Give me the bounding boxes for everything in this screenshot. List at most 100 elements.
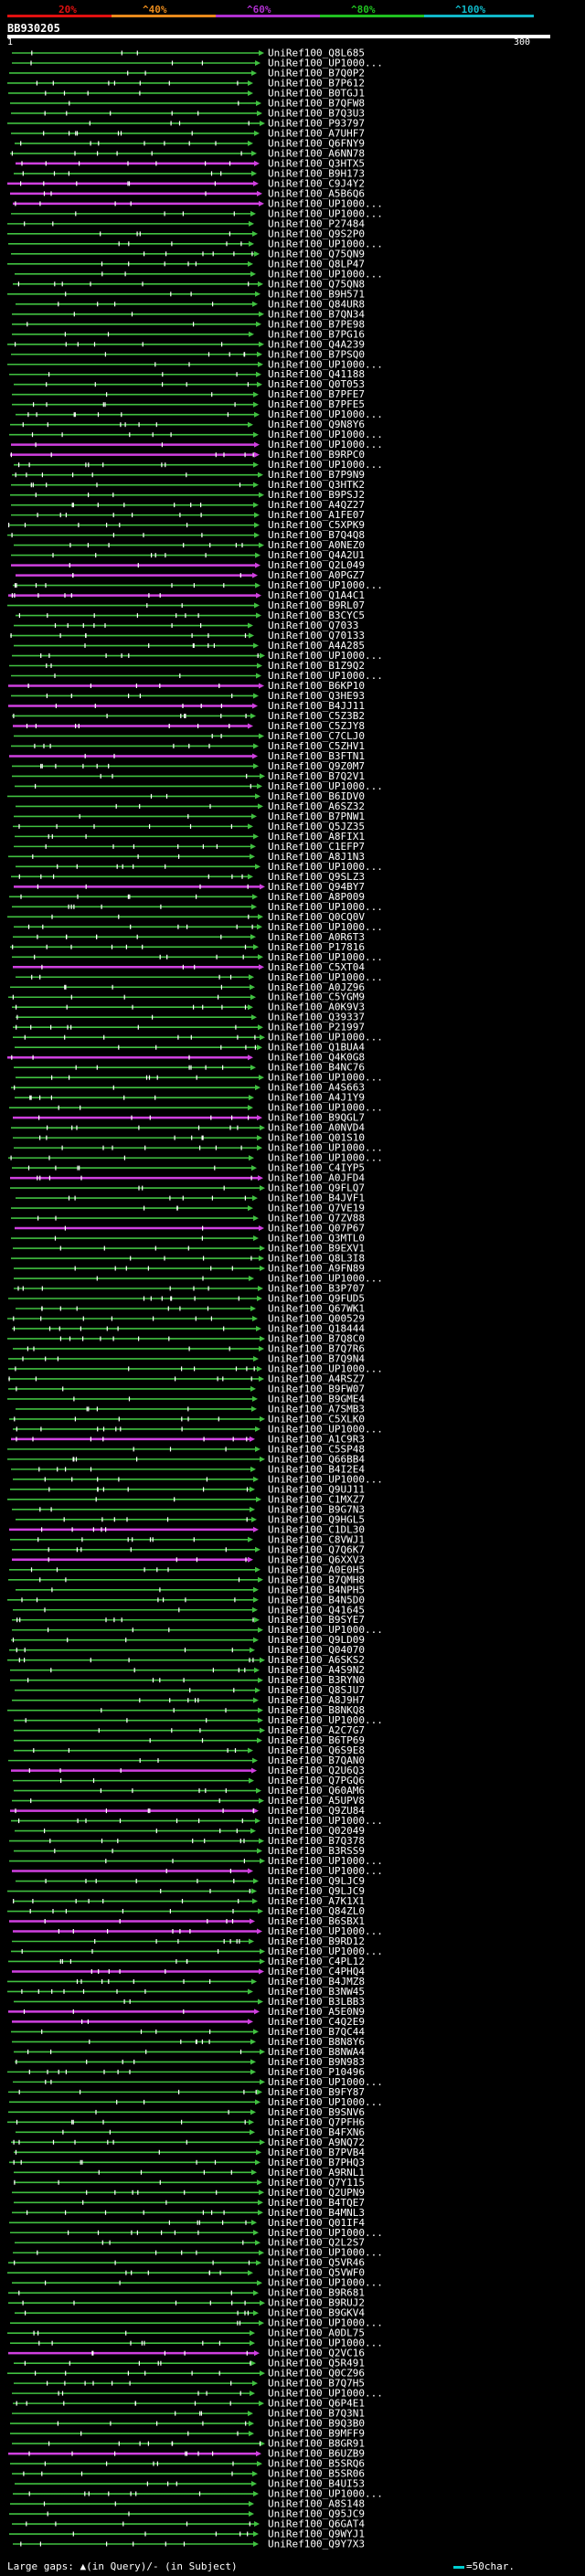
- hit-label[interactable]: UniRef100_Q7Y115: [268, 2177, 365, 2189]
- hit-label[interactable]: UniRef100_Q75QN9: [268, 248, 365, 260]
- hit-label[interactable]: UniRef100_Q9LJC9: [268, 1885, 365, 1897]
- hit-label[interactable]: UniRef100_Q75QN8: [268, 278, 365, 290]
- hit-label[interactable]: UniRef100_A6NN78: [268, 147, 365, 159]
- hit-label[interactable]: UniRef100_P10496: [268, 2066, 365, 2078]
- hit-label[interactable]: UniRef100_UP1000...: [268, 579, 383, 591]
- hit-label[interactable]: UniRef100_A4S9N2: [268, 1664, 365, 1676]
- hit-label[interactable]: UniRef100_A7SMB3: [268, 1403, 365, 1415]
- hit-label[interactable]: UniRef100_Q04070: [268, 1644, 365, 1656]
- hit-label[interactable]: UniRef100_B8N8Y6: [268, 2036, 365, 2048]
- hit-label[interactable]: UniRef100_Q8SJU7: [268, 1684, 365, 1696]
- hit-label[interactable]: UniRef100_A0JZ96: [268, 981, 365, 993]
- hit-label[interactable]: UniRef100_B3RSS9: [268, 1845, 365, 1857]
- hit-label[interactable]: UniRef100_B7P9N9: [268, 469, 365, 481]
- hit-label[interactable]: UniRef100_UP1000...: [268, 780, 383, 792]
- hit-label[interactable]: UniRef100_B9N983: [268, 2056, 365, 2068]
- hit-label[interactable]: UniRef100_Q4A2U1: [268, 549, 365, 561]
- hit-label[interactable]: UniRef100_B7P612: [268, 77, 365, 89]
- hit-label[interactable]: UniRef100_P21997: [268, 1022, 365, 1034]
- hit-label[interactable]: UniRef100_Q5VR46: [268, 2257, 365, 2269]
- hit-label[interactable]: UniRef100_Q9S2P0: [268, 228, 365, 239]
- hit-label[interactable]: UniRef100_A6SKS2: [268, 1654, 365, 1666]
- hit-label[interactable]: UniRef100_B7Q378: [268, 1835, 365, 1847]
- hit-label[interactable]: UniRef100_B9FY87: [268, 2086, 365, 2098]
- hit-label[interactable]: UniRef100_B1Z9Q2: [268, 660, 365, 672]
- hit-label[interactable]: UniRef100_UP1000...: [268, 2227, 383, 2239]
- hit-label[interactable]: UniRef100_C1DL30: [268, 1523, 365, 1535]
- hit-label[interactable]: UniRef100_B9MFF9: [268, 2428, 365, 2440]
- hit-label[interactable]: UniRef100_C4Q2E9: [268, 2016, 365, 2028]
- hit-label[interactable]: UniRef100_B3RYN0: [268, 1674, 365, 1686]
- hit-label[interactable]: UniRef100_B7QFW8: [268, 97, 365, 109]
- hit-label[interactable]: UniRef100_A8J1N3: [268, 851, 365, 863]
- hit-label[interactable]: UniRef100_A9RNL1: [268, 2167, 365, 2178]
- hit-label[interactable]: UniRef100_B4TQE7: [268, 2197, 365, 2209]
- hit-label[interactable]: UniRef100_B3P707: [268, 1283, 365, 1295]
- hit-label[interactable]: UniRef100_UP1000...: [268, 861, 383, 873]
- hit-label[interactable]: UniRef100_A4J1Y9: [268, 1092, 365, 1104]
- hit-label[interactable]: UniRef100_Q9LD09: [268, 1634, 365, 1646]
- hit-label[interactable]: UniRef100_A5E0N9: [268, 2006, 365, 2018]
- hit-label[interactable]: UniRef100_B4MNL3: [268, 2207, 365, 2219]
- hit-label[interactable]: UniRef100_A4RSZ7: [268, 1373, 365, 1384]
- hit-label[interactable]: UniRef100_C5XPK9: [268, 519, 365, 531]
- hit-label[interactable]: UniRef100_B0TGJ1: [268, 87, 365, 99]
- hit-label[interactable]: UniRef100_Q9LJC9: [268, 1875, 365, 1887]
- hit-label[interactable]: UniRef100_B9GME4: [268, 1393, 365, 1405]
- hit-label[interactable]: UniRef100_C5XLK0: [268, 1413, 365, 1425]
- hit-label[interactable]: UniRef100_C9J4Y2: [268, 177, 365, 189]
- hit-label[interactable]: UniRef100_UP1000...: [268, 1925, 383, 1937]
- hit-label[interactable]: UniRef100_B9GKV4: [268, 2307, 365, 2319]
- hit-label[interactable]: UniRef100_A9NQ72: [268, 2136, 365, 2148]
- hit-label[interactable]: UniRef100_Q2U6Q3: [268, 1765, 365, 1776]
- hit-label[interactable]: UniRef100_A0PGZ7: [268, 569, 365, 581]
- hit-label[interactable]: UniRef100_B7PVB4: [268, 2147, 365, 2158]
- hit-label[interactable]: UniRef100_A9FN89: [268, 1263, 365, 1275]
- hit-label[interactable]: UniRef100_Q9ZU84: [268, 1805, 365, 1817]
- hit-label[interactable]: UniRef100_Q6FNY9: [268, 137, 365, 149]
- hit-label[interactable]: UniRef100_Q2L2S7: [268, 2237, 365, 2249]
- hit-label[interactable]: UniRef100_Q41188: [268, 368, 365, 380]
- hit-label[interactable]: UniRef100_Q9Y7X3: [268, 2539, 365, 2550]
- hit-label[interactable]: UniRef100_B4N5D0: [268, 1594, 365, 1606]
- hit-label[interactable]: UniRef100_B8GR91: [268, 2438, 365, 2450]
- hit-label[interactable]: UniRef100_UP1000...: [268, 2247, 383, 2259]
- hit-label[interactable]: UniRef100_A0K9V3: [268, 1002, 365, 1013]
- hit-label[interactable]: UniRef100_B8NWA4: [268, 2046, 365, 2058]
- hit-label[interactable]: UniRef100_Q9SLZ3: [268, 871, 365, 883]
- hit-label[interactable]: UniRef100_A2C7G7: [268, 1724, 365, 1736]
- hit-label[interactable]: UniRef100_B4FXN6: [268, 2126, 365, 2138]
- hit-label[interactable]: UniRef100_UP1000...: [268, 2277, 383, 2289]
- hit-label[interactable]: UniRef100_A7K1X1: [268, 1895, 365, 1907]
- hit-label[interactable]: UniRef100_UP1000...: [268, 1815, 383, 1827]
- hit-label[interactable]: UniRef100_A8S148: [268, 2498, 365, 2510]
- hit-label[interactable]: UniRef100_Q4K0G8: [268, 1052, 365, 1064]
- hit-label[interactable]: UniRef100_Q5JZ35: [268, 821, 365, 832]
- hit-label[interactable]: UniRef100_UP1000...: [268, 921, 383, 933]
- hit-label[interactable]: UniRef100_UP1000...: [268, 1473, 383, 1485]
- hit-label[interactable]: UniRef100_B9RL07: [268, 599, 365, 611]
- hit-label[interactable]: UniRef100_Q7PFH6: [268, 2116, 365, 2128]
- hit-label[interactable]: UniRef100_UP1000...: [268, 971, 383, 983]
- hit-label[interactable]: UniRef100_B7PSQ0: [268, 348, 365, 360]
- hit-label[interactable]: UniRef100_Q0CQ0V: [268, 911, 365, 923]
- hit-label[interactable]: UniRef100_B7Q2V1: [268, 770, 365, 782]
- hit-label[interactable]: UniRef100_B7Q0P2: [268, 67, 365, 79]
- hit-label[interactable]: UniRef100_B9SNV6: [268, 2106, 365, 2118]
- hit-label[interactable]: UniRef100_B9QGL7: [268, 1112, 365, 1124]
- hit-label[interactable]: UniRef100_Q00529: [268, 1312, 365, 1324]
- hit-label[interactable]: UniRef100_Q2UPN9: [268, 2187, 365, 2199]
- hit-label[interactable]: UniRef100_A4S663: [268, 1082, 365, 1094]
- hit-label[interactable]: UniRef100_Q8L685: [268, 48, 365, 59]
- hit-label[interactable]: UniRef100_C4PL12: [268, 1956, 365, 1967]
- hit-label[interactable]: UniRef100_UP1000...: [268, 2488, 383, 2500]
- hit-label[interactable]: UniRef100_UP1000...: [268, 429, 383, 440]
- hit-label[interactable]: UniRef100_Q7ZV88: [268, 1213, 365, 1224]
- hit-label[interactable]: UniRef100_Q2L049: [268, 559, 365, 571]
- hit-label[interactable]: UniRef100_B6KP10: [268, 680, 365, 692]
- hit-label[interactable]: UniRef100_B4UI53: [268, 2478, 365, 2490]
- hit-label[interactable]: UniRef100_UP1000...: [268, 408, 383, 420]
- hit-label[interactable]: UniRef100_A8FIX1: [268, 831, 365, 843]
- hit-label[interactable]: UniRef100_B4NC76: [268, 1062, 365, 1074]
- hit-label[interactable]: UniRef100_B7PHQ3: [268, 2157, 365, 2168]
